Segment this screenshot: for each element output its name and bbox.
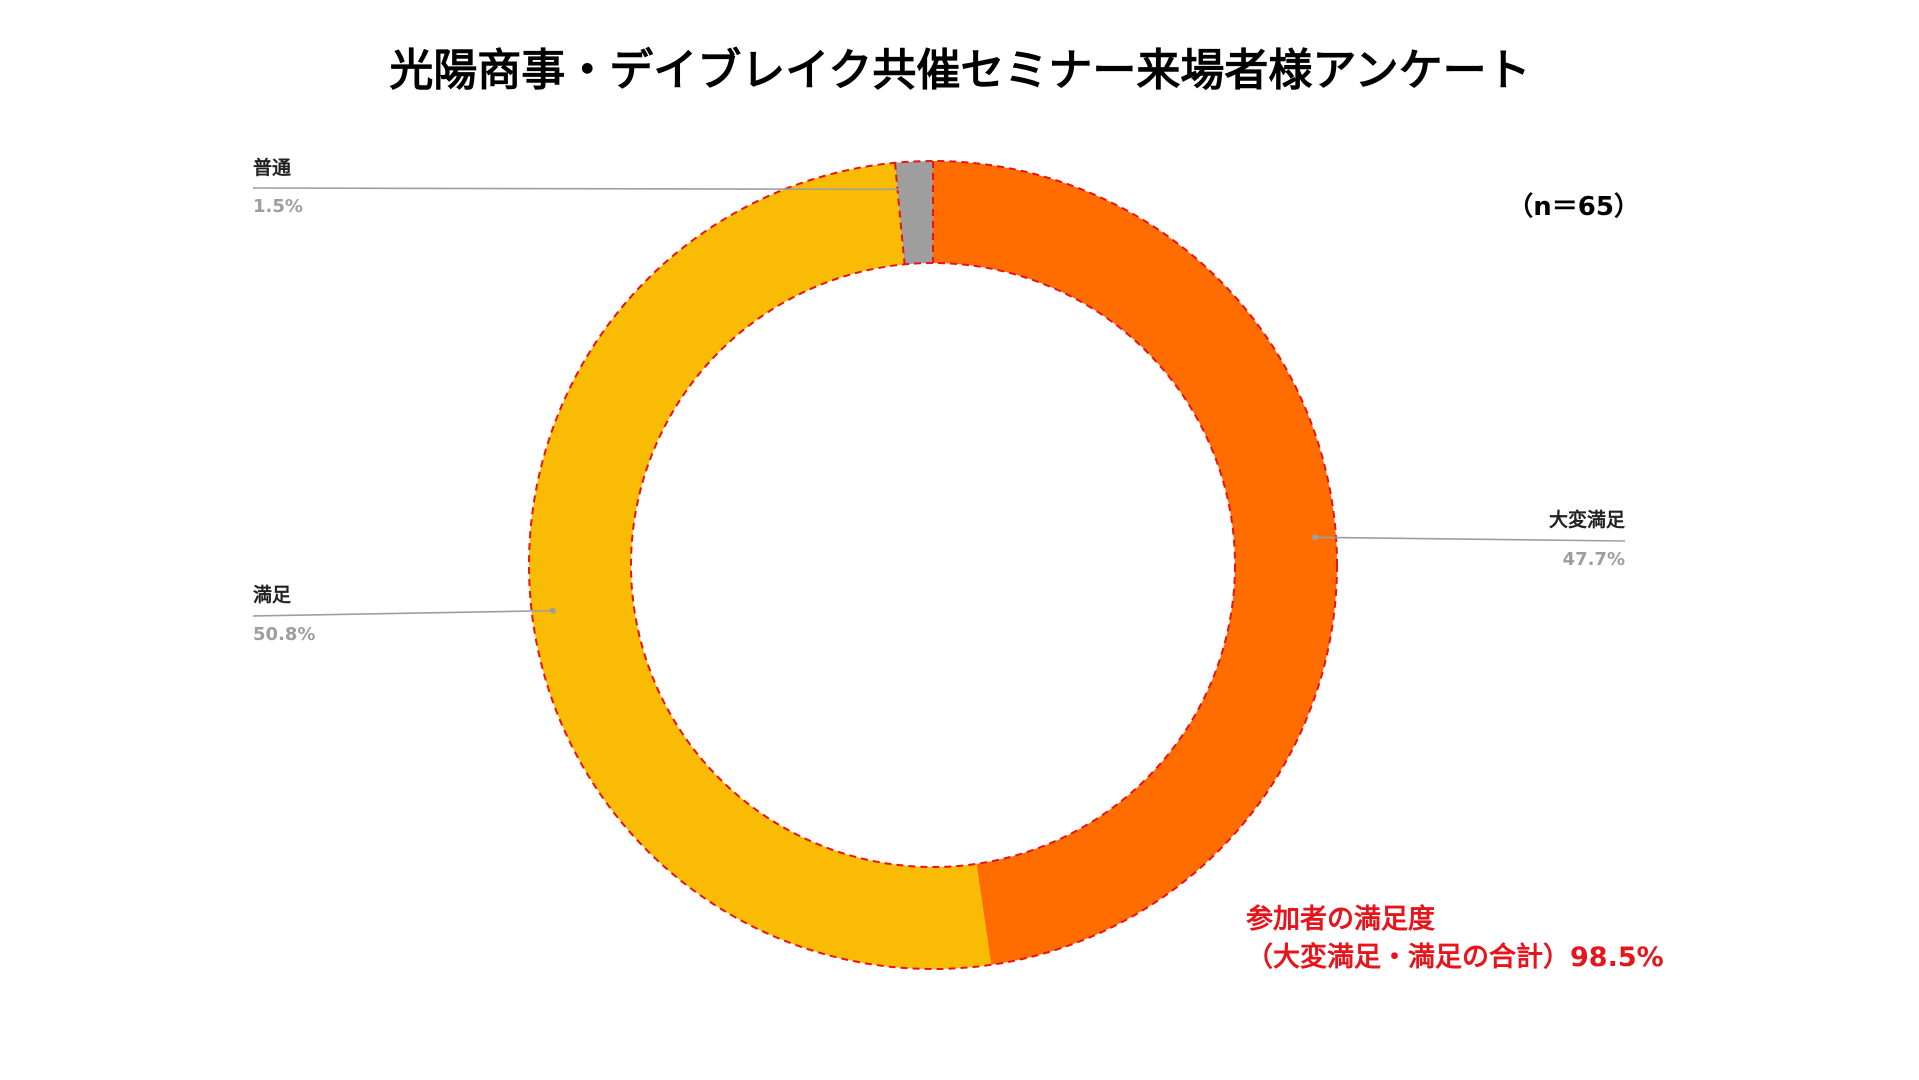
highlight-separator-2 [893,162,906,265]
slice-value-label-3: 1.5% [253,196,303,217]
slice-value-label-1: 47.7% [1563,549,1625,570]
slice-label-3: 普通 [253,156,292,179]
satisfaction-annotation: 参加者の満足度 （大変満足・満足の合計）98.5% [1246,903,1664,973]
leader-dot-1 [1312,534,1319,541]
chart-title: 光陽商事・デイブレイク共催セミナー来場者様アンケート [389,45,1530,96]
leader-dot-2 [549,607,556,614]
highlight-inner-outline [630,262,1236,868]
annotation-line-1: 参加者の満足度 [1246,903,1435,935]
slice-label-1: 大変満足 [1549,508,1626,531]
slice-label-2: 満足 [253,584,292,606]
leader-line-3 [252,187,916,191]
donut-slices [528,160,1338,970]
slice-3 [894,161,933,265]
leader-dot-3 [912,186,919,193]
sample-size-label: （n＝65） [1507,192,1640,222]
slice-1 [933,161,1337,965]
slice-value-label-2: 50.8% [253,624,315,645]
highlight-outer-outline [528,160,1338,970]
slice-labels: 大変満足 47.7% 満足 50.8% 普通 1.5% [252,156,1626,645]
annotation-line-2: （大変満足・満足の合計）98.5% [1246,941,1664,973]
leader-line-1 [1314,536,1626,542]
leader-line-2 [252,609,553,617]
slice-2 [528,162,992,970]
